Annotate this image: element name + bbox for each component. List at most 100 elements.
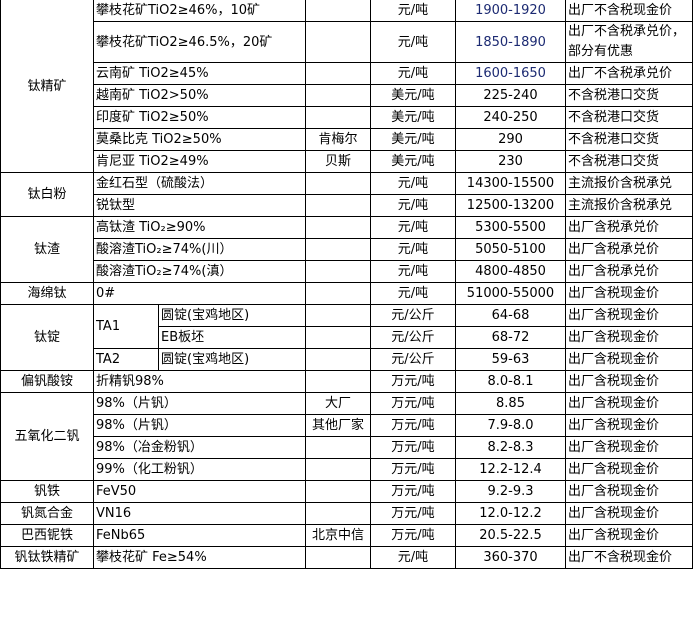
table-row: 99%（化工粉钒） 万元/吨 12.2-12.4 出厂含税现金价 — [1, 458, 693, 481]
price-cell: 12.2-12.4 — [455, 458, 566, 481]
category-cell: 钛锭 — [0, 304, 94, 371]
price-cell: 5300-5500 — [455, 216, 566, 239]
price-cell: 14300-15500 — [455, 172, 566, 195]
product-cell: 折精钒98% — [93, 370, 306, 393]
product-cell: 云南矿 TiO2≥45% — [93, 62, 306, 85]
product-cell: 0# — [93, 282, 306, 305]
price-cell: 9.2-9.3 — [455, 480, 566, 503]
category-cell: 钛渣 — [0, 216, 94, 283]
product-cell: 越南矿 TiO2>50% — [93, 84, 306, 107]
maker-cell — [305, 62, 371, 85]
product-cell: 98%（片钒） — [93, 414, 306, 437]
category-cell: 偏钒酸铵 — [0, 370, 94, 393]
product-cell: VN16 — [93, 502, 306, 525]
product-cell: 莫桑比克 TiO2≥50% — [93, 128, 306, 151]
unit-cell: 美元/吨 — [370, 150, 456, 173]
unit-cell: 元/吨 — [370, 194, 456, 217]
price-cell: 51000-55000 — [455, 282, 566, 305]
unit-cell: 万元/吨 — [370, 458, 456, 481]
unit-cell: 元/吨 — [370, 216, 456, 239]
note-cell: 出厂含税承兑价 — [565, 216, 693, 239]
product-cell: 攀枝花矿TiO2≥46.5%，20矿 — [93, 21, 306, 63]
spec-cell: 圆锭(宝鸡地区) — [158, 348, 306, 371]
price-cell: 1850-1890 — [455, 21, 566, 63]
product-cell: 98%（冶金粉钒） — [93, 436, 306, 459]
maker-cell: 肯梅尔 — [305, 128, 371, 151]
maker-cell — [305, 21, 371, 63]
maker-cell — [305, 502, 371, 525]
category-cell: 钒铁 — [0, 480, 94, 503]
note-cell: 出厂不含税承兑价 — [565, 62, 693, 85]
table-row: 锐钛型 元/吨 12500-13200 主流报价含税承兑 — [1, 194, 693, 217]
unit-cell: 元/吨 — [370, 238, 456, 261]
price-cell: 240-250 — [455, 106, 566, 129]
spec-cell: 圆锭(宝鸡地区) — [158, 304, 306, 327]
unit-cell: 万元/吨 — [370, 436, 456, 459]
product-cell: 酸溶渣TiO₂≥74%(滇） — [93, 260, 306, 283]
price-cell: 290 — [455, 128, 566, 151]
price-cell: 68-72 — [455, 326, 566, 349]
maker-cell — [305, 172, 371, 195]
table-row: 印度矿 TiO2≥50% 美元/吨 240-250 不含税港口交货 — [1, 106, 693, 129]
table-row: 钒铁 FeV50 万元/吨 9.2-9.3 出厂含税现金价 — [0, 480, 693, 503]
maker-cell — [305, 260, 371, 283]
price-cell: 1900-1920 — [455, 0, 566, 22]
unit-cell: 元/吨 — [370, 21, 456, 63]
note-cell: 出厂含税现金价 — [565, 458, 693, 481]
note-cell: 出厂含税承兑价 — [565, 238, 693, 261]
unit-cell: 万元/吨 — [370, 524, 456, 547]
price-cell: 1600-1650 — [455, 62, 566, 85]
product-cell: 锐钛型 — [93, 194, 306, 217]
table-row: 莫桑比克 TiO2≥50% 肯梅尔 美元/吨 290 不含税港口交货 — [1, 128, 693, 151]
note-cell: 出厂不含税现金价 — [565, 546, 693, 569]
unit-cell: 元/吨 — [370, 260, 456, 283]
price-cell: 12.0-12.2 — [455, 502, 566, 525]
note-cell: 出厂不含税承兑价，部分有优惠 — [565, 21, 693, 63]
note-cell: 出厂含税现金价 — [565, 370, 693, 393]
product-cell: 攀枝花矿TiO2≥46%，10矿 — [93, 0, 306, 22]
unit-cell: 元/吨 — [370, 172, 456, 195]
maker-cell — [305, 216, 371, 239]
note-cell: 主流报价含税承兑 — [565, 172, 693, 195]
grade-cell: TA1 — [93, 304, 159, 349]
product-cell: 印度矿 TiO2≥50% — [93, 106, 306, 129]
maker-cell: 大厂 — [305, 392, 371, 415]
spec-cell: EB板坯 — [158, 326, 306, 349]
table-row: 98%（片钒） 其他厂家 万元/吨 7.9-8.0 出厂含税现金价 — [1, 414, 693, 437]
table-row: 五氧化二钒 98%（片钒） 大厂 万元/吨 8.85 出厂含税现金价 — [0, 392, 693, 481]
price-table: 钛精矿 攀枝花矿TiO2≥46%，10矿 元/吨 1900-1920 出厂不含税现金价攀… — [0, 0, 693, 569]
unit-cell: 万元/吨 — [370, 392, 456, 415]
product-cell: 99%（化工粉钒） — [93, 458, 306, 481]
table-row: 酸溶渣TiO₂≥74%(川） 元/吨 5050-5100 出厂含税承兑价 — [1, 238, 693, 261]
price-table-body: 钛精矿 攀枝花矿TiO2≥46%，10矿 元/吨 1900-1920 出厂不含税现金价攀… — [0, 0, 693, 569]
maker-cell: 北京中信 — [305, 524, 371, 547]
price-cell: 360-370 — [455, 546, 566, 569]
category-cell: 巴西铌铁 — [0, 524, 94, 547]
maker-cell — [305, 370, 371, 393]
product-cell: FeV50 — [93, 480, 306, 503]
note-cell: 不含税港口交货 — [565, 106, 693, 129]
unit-cell: 美元/吨 — [370, 128, 456, 151]
unit-cell: 美元/吨 — [370, 84, 456, 107]
note-cell: 出厂含税现金价 — [565, 326, 693, 349]
price-cell: 4800-4850 — [455, 260, 566, 283]
price-cell: 225-240 — [455, 84, 566, 107]
price-cell: 20.5-22.5 — [455, 524, 566, 547]
unit-cell: 元/吨 — [370, 282, 456, 305]
note-cell: 出厂含税现金价 — [565, 304, 693, 327]
product-cell: 肯尼亚 TiO2≥49% — [93, 150, 306, 173]
maker-cell — [305, 480, 371, 503]
note-cell: 出厂不含税现金价 — [565, 0, 693, 22]
table-row: 肯尼亚 TiO2≥49% 贝斯 美元/吨 230 不含税港口交货 — [1, 150, 693, 173]
price-cell: 64-68 — [455, 304, 566, 327]
maker-cell — [305, 546, 371, 569]
maker-cell — [305, 84, 371, 107]
grade-cell: TA2 — [93, 348, 159, 371]
unit-cell: 万元/吨 — [370, 480, 456, 503]
table-row: 钛白粉 金红石型（硫酸法） 元/吨 14300-15500 主流报价含税承兑 — [0, 172, 693, 217]
unit-cell: 元/公斤 — [370, 348, 456, 371]
product-cell: 金红石型（硫酸法） — [93, 172, 306, 195]
table-row: 钒氮合金 VN16 万元/吨 12.0-12.2 出厂含税现金价 — [0, 502, 693, 525]
note-cell: 出厂含税现金价 — [565, 524, 693, 547]
unit-cell: 元/吨 — [370, 0, 456, 22]
